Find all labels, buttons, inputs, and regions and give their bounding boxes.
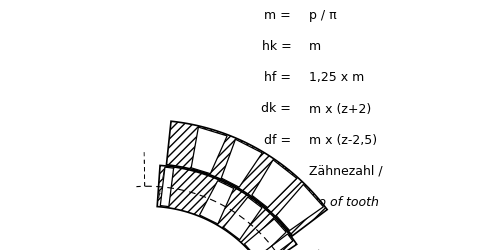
Polygon shape [157,166,296,250]
Text: hk: hk [162,171,172,180]
Polygon shape [191,127,227,174]
Polygon shape [252,160,297,208]
Text: p / π: p / π [309,9,336,22]
Text: hk =: hk = [262,40,291,53]
Polygon shape [244,219,286,250]
Polygon shape [224,197,262,240]
Polygon shape [276,184,324,230]
Polygon shape [222,139,262,187]
Text: hf: hf [158,191,167,200]
Text: hf =: hf = [264,71,291,84]
Text: 1,25 x m: 1,25 x m [309,71,364,84]
Polygon shape [160,167,173,207]
Text: m: m [309,40,321,53]
Text: m x (z-2,5): m x (z-2,5) [309,134,377,147]
Text: p: p [204,160,210,170]
Polygon shape [200,181,234,224]
Polygon shape [166,121,327,236]
Text: No of tooth: No of tooth [309,196,378,209]
Text: z:: z: [280,165,291,178]
Polygon shape [256,234,293,250]
Text: Zähnezahl /: Zähnezahl / [309,165,382,178]
Text: df =: df = [264,134,291,147]
Text: m x (z+2): m x (z+2) [309,102,371,116]
Text: dk =: dk = [262,102,291,116]
Text: m =: m = [264,9,291,22]
